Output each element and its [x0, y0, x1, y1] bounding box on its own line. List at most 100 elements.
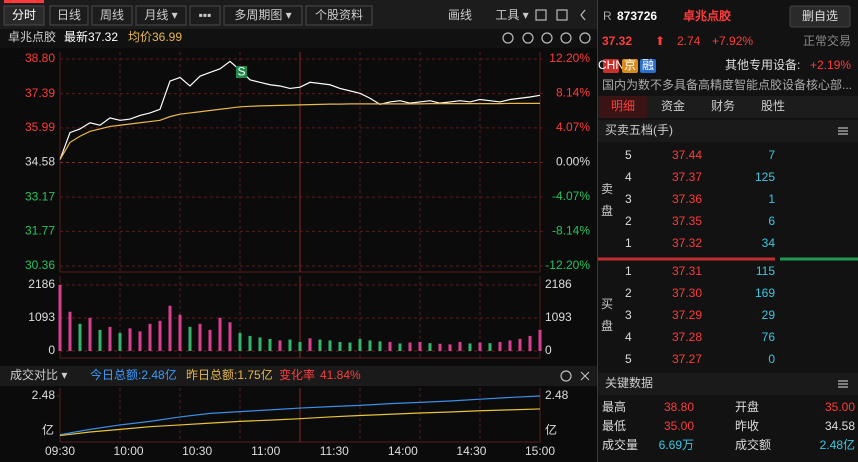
y-tick-label: 2186: [545, 277, 572, 291]
level: 5: [625, 148, 632, 162]
volume-bar: [78, 323, 82, 351]
volume-bar: [278, 340, 282, 351]
tab[interactable]: 分时: [12, 8, 36, 22]
stock-name: 卓兆点胶: [8, 29, 56, 44]
yesterday-total: 昨日总额:1.75亿: [186, 367, 273, 382]
annotation-badge: [236, 66, 247, 78]
button[interactable]: [789, 5, 851, 28]
tab[interactable]: 明细: [611, 99, 635, 113]
volume: 34: [762, 236, 776, 250]
tab[interactable]: ▪▪▪: [199, 8, 212, 22]
side-label: 买: [601, 297, 613, 311]
volume-bar: [98, 329, 102, 351]
x-tick-label: 10:30: [182, 444, 212, 458]
volume-bar: [538, 329, 542, 351]
x-tick-label: 10:00: [114, 444, 144, 458]
tab[interactable]: 股性: [761, 99, 785, 113]
volume-bar: [498, 341, 502, 351]
tab-button[interactable]: [3, 5, 45, 26]
level: 2: [625, 286, 632, 300]
tab-button[interactable]: [305, 5, 373, 26]
tab[interactable]: 个股资料: [315, 8, 363, 22]
key-label: 最低: [602, 419, 626, 433]
compare-bar: [0, 366, 597, 386]
tab-button[interactable]: [223, 5, 303, 26]
key-value: 35.00: [664, 419, 694, 433]
button-label[interactable]: 删自选: [802, 9, 838, 23]
sector: 其他专用设备:: [725, 57, 800, 72]
selector[interactable]: 成交对比 ▾: [10, 367, 67, 382]
tab[interactable]: 财务: [711, 98, 735, 113]
y-tick-label: 35.99: [25, 120, 55, 134]
tab[interactable]: 周线: [100, 8, 124, 22]
key-header: [598, 373, 858, 395]
key-label: 成交额: [735, 437, 771, 452]
level: 1: [625, 264, 632, 278]
volume-bar: [448, 344, 452, 351]
y-tick-label: 38.80: [25, 51, 55, 65]
volume-bar: [178, 314, 182, 351]
volume-bar: [488, 343, 492, 351]
x-tick-label: 14:00: [388, 444, 418, 458]
badge-label: CHN: [598, 58, 624, 72]
price: 37.27: [672, 352, 702, 366]
y-tick-label: 0: [48, 343, 55, 357]
volume-bar: [268, 338, 272, 351]
key-label: 成交量: [602, 437, 638, 452]
arrow: ⬆: [655, 34, 665, 48]
market: R: [603, 9, 612, 23]
volume-bar: [318, 339, 322, 351]
y-tick-label: 2.48: [32, 388, 56, 402]
tab[interactable]: 日线: [57, 8, 81, 22]
y2-tick-label: 0.00%: [556, 155, 590, 169]
tab[interactable]: 资金: [661, 98, 685, 113]
price: 37.30: [672, 286, 702, 300]
volume-bar: [458, 341, 462, 351]
sector-pct: +2.19%: [810, 58, 851, 72]
y-tick-label: 2186: [28, 277, 55, 291]
volume-bar: [388, 341, 392, 351]
y-tick-label: 1093: [28, 310, 55, 324]
level: 4: [625, 170, 632, 184]
tab-button[interactable]: [189, 5, 221, 26]
volume-bar: [508, 340, 512, 351]
key-title: 关键数据: [605, 375, 653, 390]
volume-bar: [88, 317, 92, 351]
y-tick-label: 2.48: [545, 388, 569, 402]
volume: 6: [768, 214, 775, 228]
price: 37.32: [602, 34, 632, 48]
key-value: 34.58: [825, 419, 855, 433]
info-bar: [0, 29, 597, 48]
volume: 125: [755, 170, 775, 184]
y-tick-label: 0: [545, 343, 552, 357]
volume-bar: [518, 338, 522, 351]
tab-button[interactable]: [135, 5, 187, 26]
description: 国内为数不多具备高精度智能点胶设备核心部...: [602, 77, 852, 92]
price: 37.44: [672, 148, 702, 162]
level: 3: [625, 308, 632, 322]
series-line: [59, 60, 541, 160]
series-line: [59, 395, 541, 436]
volume-bar: [238, 332, 242, 351]
y-tick-label: 1093: [545, 310, 572, 324]
tab-button[interactable]: [91, 5, 133, 26]
tab-button[interactable]: [49, 5, 89, 26]
tab[interactable]: 多周期图 ▾: [234, 8, 291, 22]
tab[interactable]: 月线 ▾: [144, 8, 177, 22]
level: 2: [625, 214, 632, 228]
volume-bar: [328, 340, 332, 351]
badge: [640, 59, 656, 73]
x-tick-label: 11:00: [251, 444, 280, 458]
today-total: 今日总额:2.48亿: [90, 367, 177, 382]
volume-bar: [408, 342, 412, 351]
volume-bar: [128, 328, 132, 351]
volume-bar: [468, 343, 472, 351]
y2-tick-label: -8.14%: [552, 224, 590, 238]
change-pct: +7.92%: [712, 34, 753, 48]
price: 37.28: [672, 330, 702, 344]
badge: [622, 59, 638, 73]
volume-bar: [418, 341, 422, 351]
tool[interactable]: 画线: [448, 8, 472, 22]
tool[interactable]: 工具 ▾: [495, 8, 528, 22]
level: 5: [625, 352, 632, 366]
